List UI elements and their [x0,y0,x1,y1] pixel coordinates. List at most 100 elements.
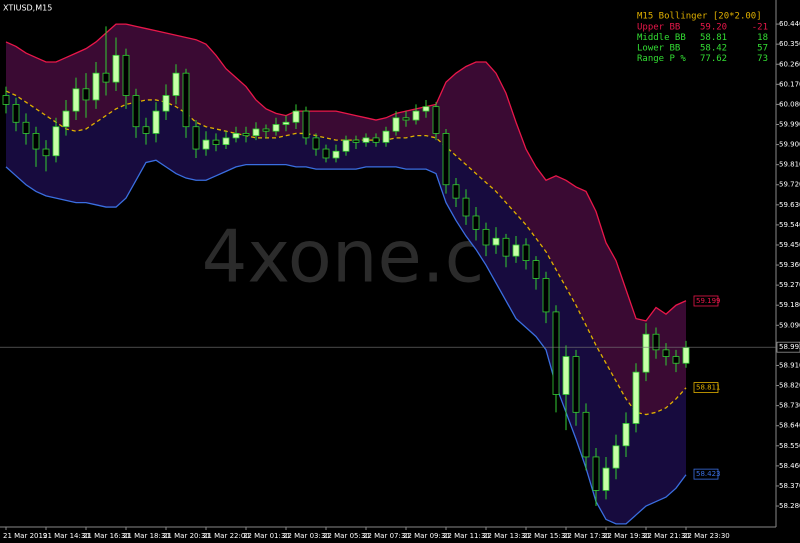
y-tick-label: 60.170 [779,80,800,88]
candle-body [232,133,240,139]
y-tick-label: 58.730 [779,402,800,410]
y-tick-label: 59.090 [779,321,800,329]
candle-body [642,333,650,373]
candle-body [192,126,200,150]
candle-body [112,54,120,83]
upper-band-fill [6,24,686,415]
candle-body [482,228,490,246]
candle-body [322,148,330,159]
candle-body [12,104,20,123]
y-tick-label: 58.550 [779,442,800,450]
candle-body [372,137,380,143]
x-tick-label: 22 Mar 03:30 [283,532,330,540]
candle-body [252,128,260,137]
panel-row-value: 58.81 [700,33,727,43]
y-tick-label: 60.350 [779,40,800,48]
band-value-label: 59.199 [696,297,721,305]
panel-row-change: 18 [757,33,768,43]
candle-body [222,137,230,145]
candle-body [42,148,50,157]
candle-body [652,333,660,351]
candle-body [412,110,420,121]
candle-body [122,54,130,96]
candle-body [622,423,630,447]
y-tick-label: 58.640 [779,422,800,430]
y-tick-label: 59.720 [779,181,800,189]
candle-body [502,237,510,257]
panel-row-value: 58.42 [700,44,727,54]
y-tick-label: 59.540 [779,221,800,229]
band-value-box [693,468,719,480]
candle-body [552,311,560,395]
band-value-box [693,382,719,393]
band-line [5,90,687,416]
y-tick-label: 58.370 [779,482,800,490]
candle-body [562,356,570,395]
x-tick-label: 21 Mar 22:00 [203,532,250,540]
candle-body [532,260,540,279]
candle-body [172,72,180,96]
candle-body [92,72,100,101]
candle-body [452,184,460,199]
candle-body [522,244,530,261]
candle-body [32,133,40,150]
y-tick-label: 59.180 [779,301,800,309]
y-tick-label: 59.270 [779,281,800,289]
last-price-box [776,341,800,353]
candle-body [432,106,440,134]
chart-title: XTIUSD,M15 [3,4,52,13]
last-price-label: 58.992 [779,343,800,351]
x-tick-label: 22 Mar 09:30 [403,532,450,540]
band-value-box [693,295,719,307]
panel-row-value: 77.62 [700,54,727,64]
candle-body [242,133,250,137]
x-tick-label: 22 Mar 15:30 [523,532,570,540]
panel-row-label: Middle BB [637,33,686,43]
x-tick-label: 22 Mar 19:30 [603,532,650,540]
candle-body [662,349,670,357]
panel-row-value: 59.20 [700,23,727,33]
candle-body [202,139,210,150]
candle-body [82,88,90,101]
candle-body [402,117,410,121]
lower-band-fill [6,91,686,524]
band-line [5,23,687,322]
candle-body [302,110,310,139]
x-tick-label: 22 Mar 13:30 [483,532,530,540]
candle-body [282,121,290,125]
x-tick-label: 22 Mar 07:30 [363,532,410,540]
candle-body [442,133,450,186]
y-tick-label: 59.630 [779,201,800,209]
candle-body [142,126,150,134]
candle-body [512,244,520,257]
panel-row-label: Range P % [637,54,686,64]
candle-body [672,356,680,364]
x-tick-label: 21 Mar 2019 [3,532,47,540]
x-tick-label: 22 Mar 17:30 [563,532,610,540]
candle-body [22,121,30,134]
y-tick-label: 59.900 [779,141,800,149]
band-value-label: 58.811 [696,384,721,392]
candle-body [2,95,10,105]
candle-body [102,72,110,83]
candle-body [352,139,360,143]
y-tick-label: 58.820 [779,382,800,390]
plot-area [2,23,690,525]
panel-title: M15 Bollinger [20*2.00] [637,12,762,22]
candle-body [632,371,640,424]
panel-row-change: -21 [752,23,768,33]
candle-body [472,215,480,230]
y-tick-label: 59.810 [779,161,800,169]
candle-body [392,117,400,132]
candle-body [362,137,370,143]
candle-body [342,139,350,152]
x-tick-label: 21 Mar 20:30 [163,532,210,540]
candle-body [542,278,550,313]
candle-body [332,150,340,159]
y-tick-label: 59.450 [779,241,800,249]
x-tick-label: 22 Mar 01:30 [243,532,290,540]
candle-body [682,347,690,364]
candle-body [52,126,60,157]
x-tick-label: 22 Mar 11:30 [443,532,490,540]
